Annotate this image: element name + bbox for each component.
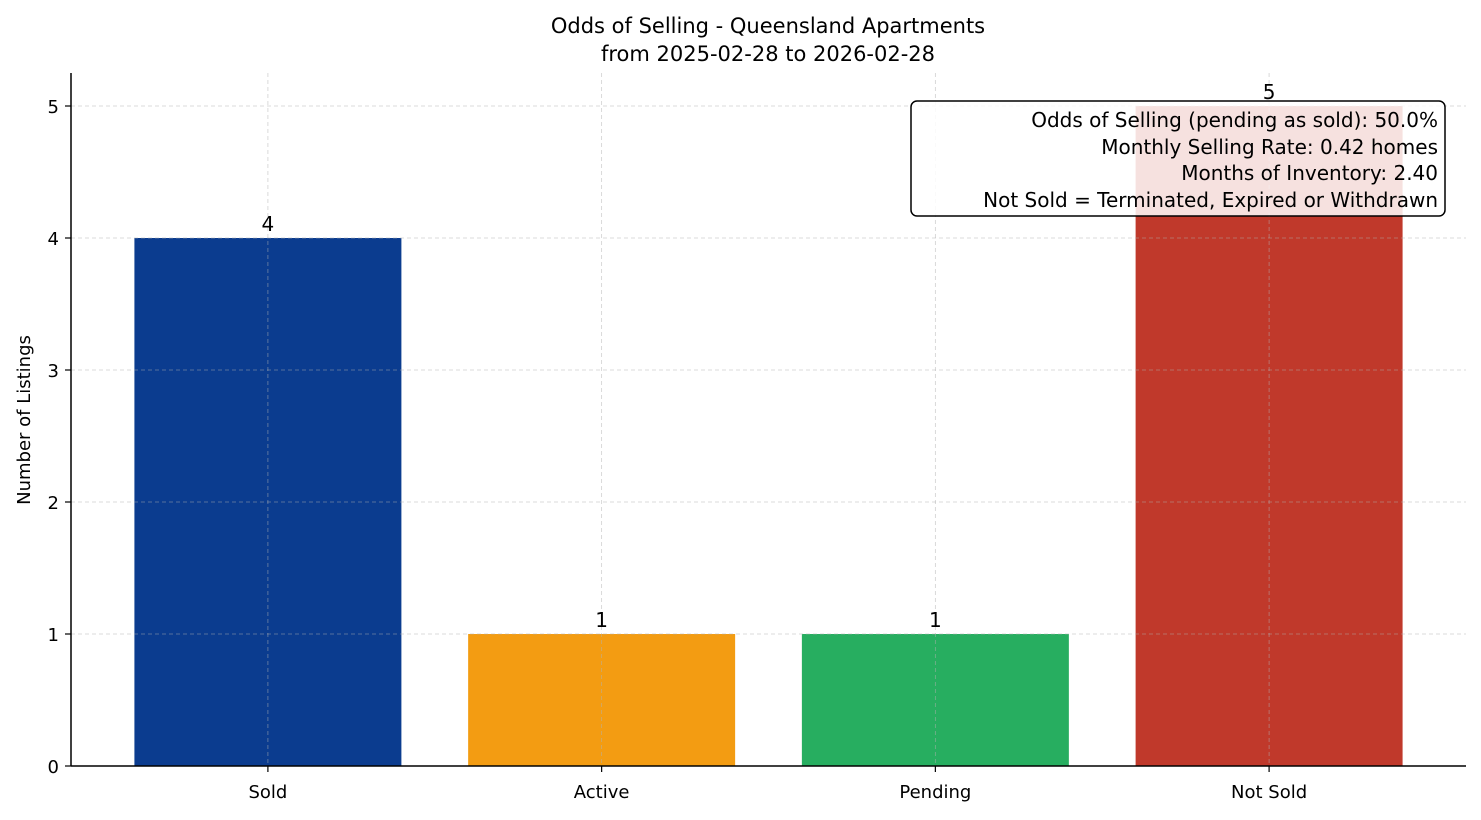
y-tick-label: 3 [48,361,59,382]
y-axis-label: Number of Listings [14,335,35,505]
y-tick-label: 2 [48,493,59,514]
y-tick-label: 1 [48,625,59,646]
annotation-line: Odds of Selling (pending as sold): 50.0% [1031,108,1438,132]
x-tick-label: Active [574,782,630,803]
x-tick-label: Pending [899,782,971,803]
data-labels: 4 1 1 5 [262,80,1276,632]
y-tick-label: 4 [48,229,59,250]
annotation-line: Not Sold = Terminated, Expired or Withdr… [983,188,1438,212]
annotation-line: Monthly Selling Rate: 0.42 homes [1101,135,1438,159]
y-tick-label: 5 [48,97,59,118]
data-label: 1 [595,608,608,632]
data-label: 5 [1263,80,1276,104]
chart-title: Odds of Selling - Queensland Apartments [551,14,985,38]
axes: 0 1 2 3 4 5 Sold Active Pending Not Sold [48,73,1466,803]
chart-subtitle: from 2025-02-28 to 2026-02-28 [601,42,935,66]
x-tick-label: Not Sold [1231,782,1307,803]
y-tick-label: 0 [48,757,59,778]
data-label: 4 [262,212,275,236]
x-tick-label: Sold [248,782,287,803]
annotation-line: Months of Inventory: 2.40 [1181,161,1438,185]
annotation-box: Odds of Selling (pending as sold): 50.0%… [910,100,1446,217]
data-label: 1 [929,608,942,632]
